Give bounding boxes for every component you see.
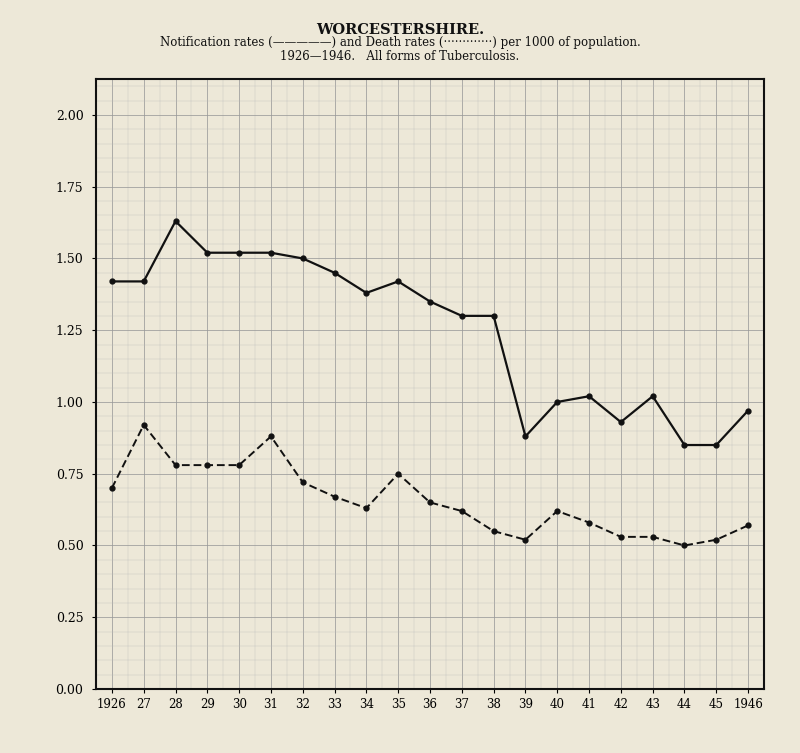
Text: WORCESTERSHIRE.: WORCESTERSHIRE. xyxy=(316,23,484,37)
Text: 1926—1946.   All forms of Tuberculosis.: 1926—1946. All forms of Tuberculosis. xyxy=(280,50,520,63)
Text: Notification rates (—————) and Death rates (·············) per 1000 of populatio: Notification rates (—————) and Death rat… xyxy=(160,36,640,49)
